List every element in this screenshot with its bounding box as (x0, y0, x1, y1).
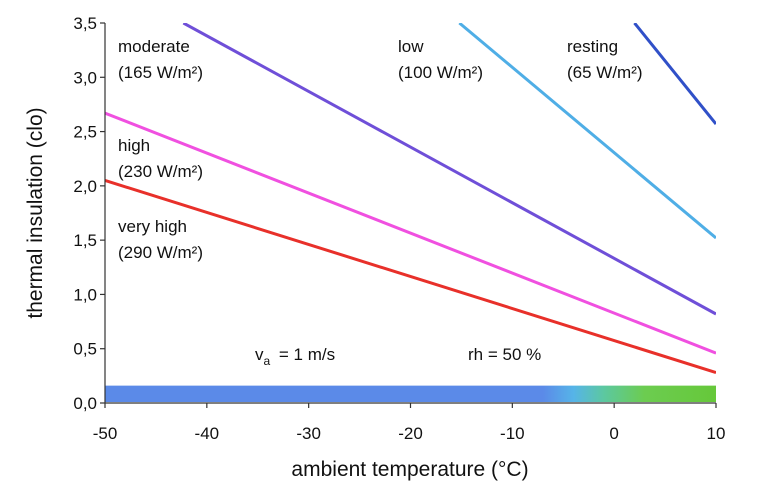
x-axis-title: ambient temperature (°C) (291, 458, 528, 481)
color-band-rect (105, 385, 716, 402)
series-label-low-value: (100 W/m²) (398, 63, 483, 82)
y-axis-title: thermal insulation (clo) (24, 107, 47, 318)
velocity-symbol: v (255, 345, 264, 364)
y-tick-label: 0,5 (73, 340, 97, 359)
series-labels: moderate (165 W/m²) low (100 W/m²) resting (6… (118, 37, 643, 262)
series-line-high (105, 111, 716, 355)
y-ticks: 0,0 0,5 1,0 1,5 2,0 2,5 3,0 3,5 (73, 14, 105, 413)
series-line-low (458, 23, 716, 240)
x-tick-label: 10 (707, 424, 726, 443)
series-label-high-value: (230 W/m²) (118, 162, 203, 181)
x-ticks: -50 -40 -30 -20 -10 0 10 (93, 403, 726, 443)
series-label-resting-value: (65 W/m²) (567, 63, 643, 82)
x-tick-label: -40 (195, 424, 220, 443)
series-label-low-name: low (398, 37, 424, 56)
x-tick-label: -50 (93, 424, 118, 443)
y-tick-label: 2,5 (73, 123, 97, 142)
x-tick-label: -10 (500, 424, 525, 443)
y-tick-label: 2,0 (73, 177, 97, 196)
x-tick-label: 0 (609, 424, 618, 443)
series-line-moderate (182, 23, 716, 316)
x-tick-label: -20 (398, 424, 423, 443)
series-label-very-high-name: very high (118, 217, 187, 236)
y-tick-label: 3,0 (73, 68, 97, 87)
series-label-moderate-value: (165 W/m²) (118, 63, 203, 82)
series-label-moderate-name: moderate (118, 37, 190, 56)
x-tick-label: -30 (296, 424, 321, 443)
series-line-very-high (105, 178, 716, 375)
temperature-color-band (105, 385, 716, 402)
series-label-high-name: high (118, 136, 150, 155)
series-label-very-high-value: (290 W/m²) (118, 243, 203, 262)
velocity-value: = 1 m/s (274, 345, 335, 364)
y-tick-label: 1,0 (73, 285, 97, 304)
series-label-resting-name: resting (567, 37, 618, 56)
y-tick-label: 3,5 (73, 14, 97, 33)
y-tick-label: 0,0 (73, 394, 97, 413)
series-line-resting (633, 23, 716, 125)
y-tick-label: 1,5 (73, 231, 97, 250)
velocity-subscript: a (264, 354, 271, 368)
series-layer (105, 23, 716, 375)
velocity-annotation: va = 1 m/s (255, 345, 335, 368)
humidity-annotation: rh = 50 % (468, 345, 541, 364)
